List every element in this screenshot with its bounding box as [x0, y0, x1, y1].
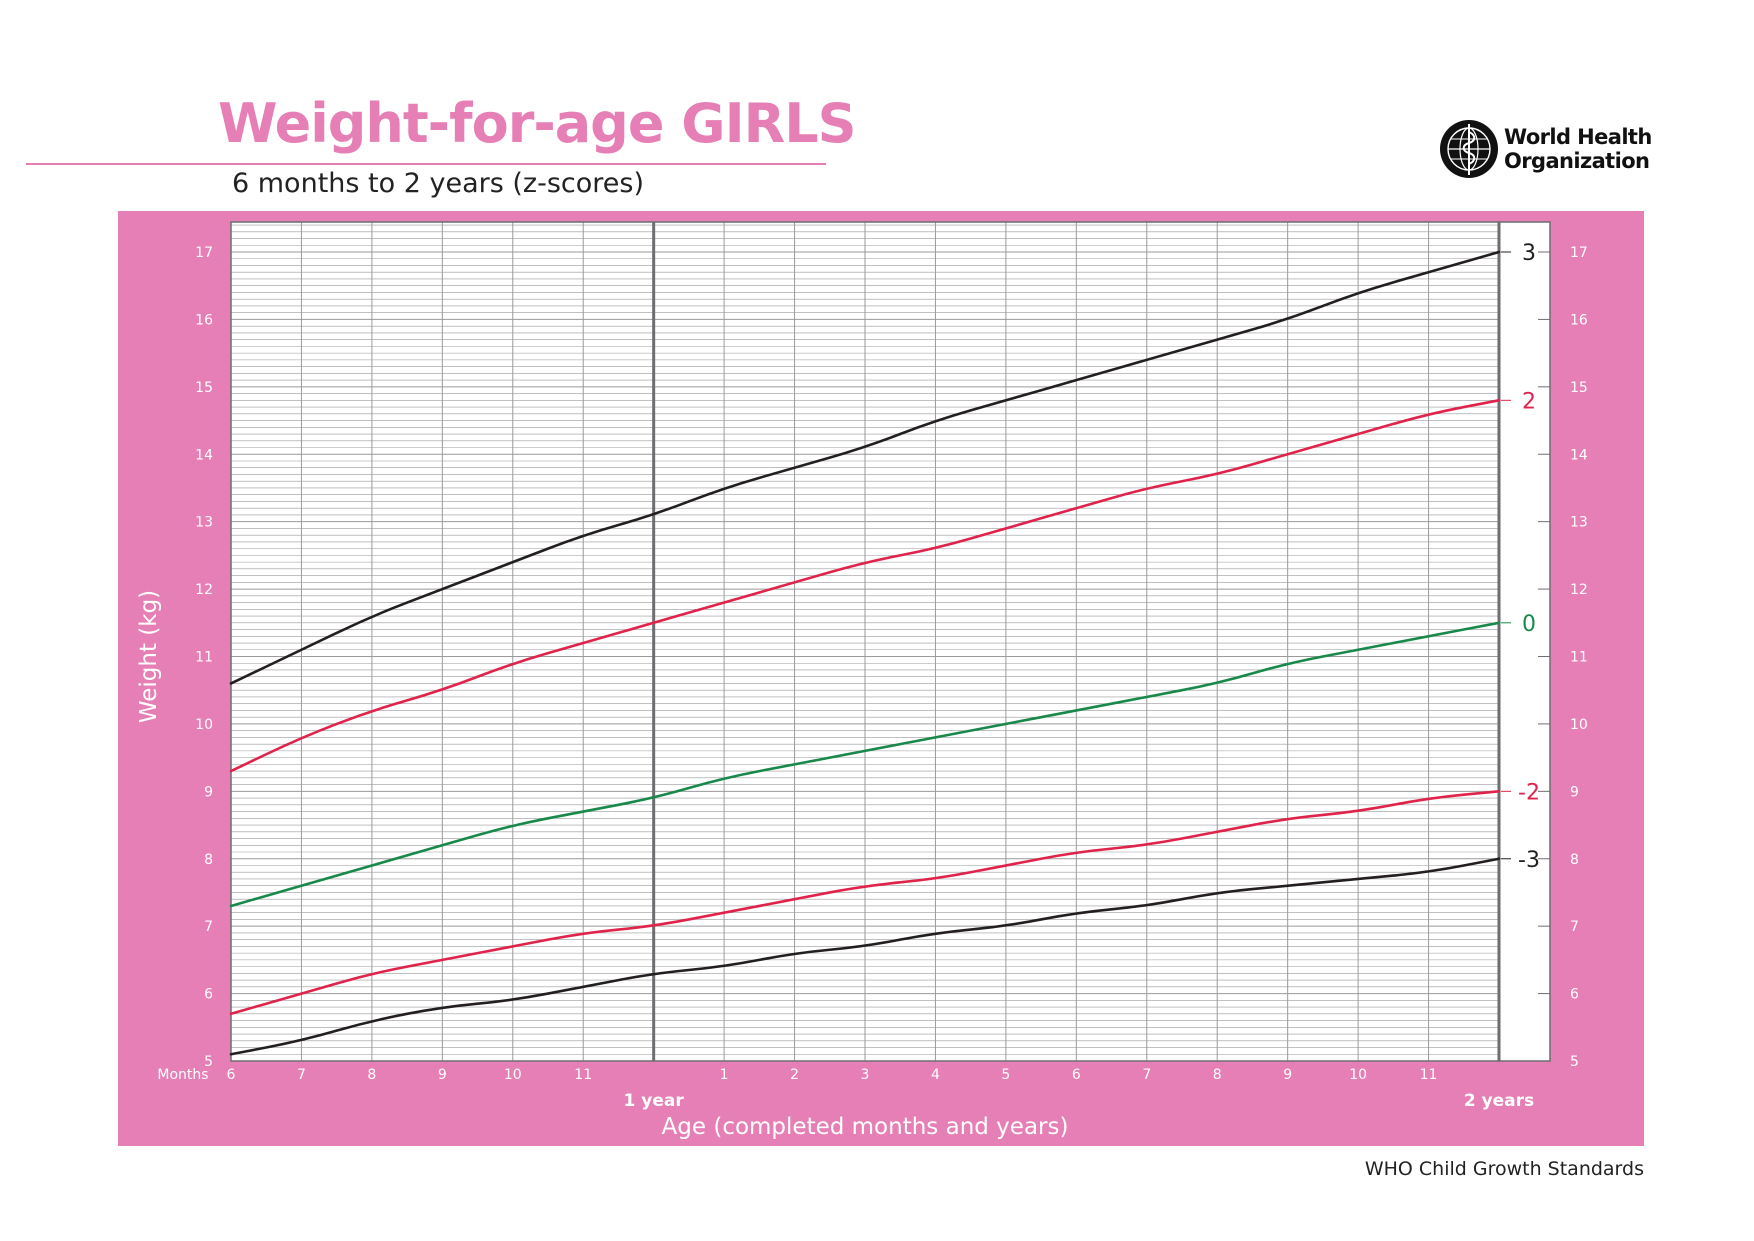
y-tick-label-right: 5: [1570, 1054, 1579, 1070]
series-line-z0: [229, 621, 1501, 908]
who-emblem-icon: [1440, 120, 1498, 178]
chart-title: Weight-for-age GIRLS: [218, 92, 857, 155]
series-line-z-2: [229, 790, 1501, 1016]
y-tick-label-left: 12: [195, 582, 213, 598]
x-tick-label: 8: [1213, 1067, 1222, 1083]
y-tick-label-right: 14: [1570, 447, 1588, 463]
x-tick-label: 11: [1420, 1067, 1438, 1083]
series-line-z2: [229, 399, 1501, 773]
who-name-line2: Organization: [1504, 149, 1650, 173]
grid: [230, 221, 1551, 1062]
y-tick-label-right: 16: [1570, 312, 1588, 328]
series-label-z3: 3: [1522, 241, 1536, 266]
series-label-z2: 2: [1522, 389, 1536, 414]
y-tick-label-left: 11: [195, 650, 213, 666]
x-unit-label: Months: [157, 1067, 208, 1083]
series-label-z-3: -3: [1518, 848, 1540, 873]
y-tick-label-left: 5: [204, 1054, 213, 1070]
y-axis-title: Weight (kg): [136, 590, 162, 723]
x-tick-label: 7: [1142, 1067, 1151, 1083]
x-tick-label: 10: [1349, 1067, 1367, 1083]
y-tick-label-right: 10: [1570, 717, 1588, 733]
who-name: World Health Organization: [1504, 125, 1652, 173]
x-tick-label: 5: [1001, 1067, 1010, 1083]
y-tick-label-right: 13: [1570, 515, 1588, 531]
series-line-z3: [229, 250, 1501, 685]
y-tick-label-left: 6: [204, 987, 213, 1003]
y-tick-label-right: 8: [1570, 852, 1579, 868]
label-panel-frame: [1498, 221, 1551, 1062]
y-tick-label-right: 12: [1570, 582, 1588, 598]
y-tick-label-left: 13: [195, 515, 213, 531]
y-tick-label-left: 14: [195, 447, 213, 463]
x-tick-label: 9: [438, 1067, 447, 1083]
right-label-panel: [1499, 222, 1550, 1061]
x-tick-label: 1: [720, 1067, 729, 1083]
series-label-z-2: -2: [1518, 780, 1540, 805]
footer-credit: WHO Child Growth Standards: [1364, 1158, 1644, 1180]
y-tick-label-right: 9: [1570, 784, 1579, 800]
chart-panel: 3 2 0 -2 -3 5 5 6 6 7 7 8 8 9 9 10 10 11 11 12 12 13 13 14 14 15 1…: [118, 211, 1644, 1146]
series-label-z0: 0: [1522, 612, 1536, 637]
x-year-label: 2 years: [1464, 1091, 1534, 1111]
who-name-line1: World Health: [1504, 125, 1652, 149]
x-axis-title: Age (completed months and years): [662, 1114, 1069, 1140]
x-tick-label: 6: [227, 1067, 236, 1083]
x-tick-label: 9: [1283, 1067, 1292, 1083]
x-year-label: 1 year: [624, 1091, 685, 1111]
title-underline: [26, 163, 826, 165]
x-tick-label: 2: [790, 1067, 799, 1083]
x-tick-label: 4: [931, 1067, 940, 1083]
x-tick-label: 3: [861, 1067, 870, 1083]
y-tick-label-right: 6: [1570, 987, 1579, 1003]
y-tick-label-right: 17: [1570, 245, 1588, 261]
y-tick-label-left: 16: [195, 312, 213, 328]
y-tick-label-right: 11: [1570, 650, 1588, 666]
y-tick-label-left: 7: [204, 919, 213, 935]
y-tick-label-left: 8: [204, 852, 213, 868]
y-tick-label-left: 9: [204, 784, 213, 800]
y-tick-label-left: 17: [195, 245, 213, 261]
y-tick-label-left: 10: [195, 717, 213, 733]
series-lines: [229, 250, 1501, 1056]
who-logo: World Health Organization: [1438, 118, 1652, 180]
x-tick-label: 11: [574, 1067, 592, 1083]
x-tick-label: 7: [297, 1067, 306, 1083]
x-tick-label: 10: [504, 1067, 522, 1083]
y-tick-label-right: 7: [1570, 919, 1579, 935]
x-tick-label: 8: [367, 1067, 376, 1083]
chart-subtitle: 6 months to 2 years (z-scores): [232, 168, 644, 199]
series-line-z-3: [229, 857, 1501, 1056]
y-tick-label-right: 15: [1570, 380, 1588, 396]
x-tick-label: 6: [1072, 1067, 1081, 1083]
y-tick-label-left: 15: [195, 380, 213, 396]
